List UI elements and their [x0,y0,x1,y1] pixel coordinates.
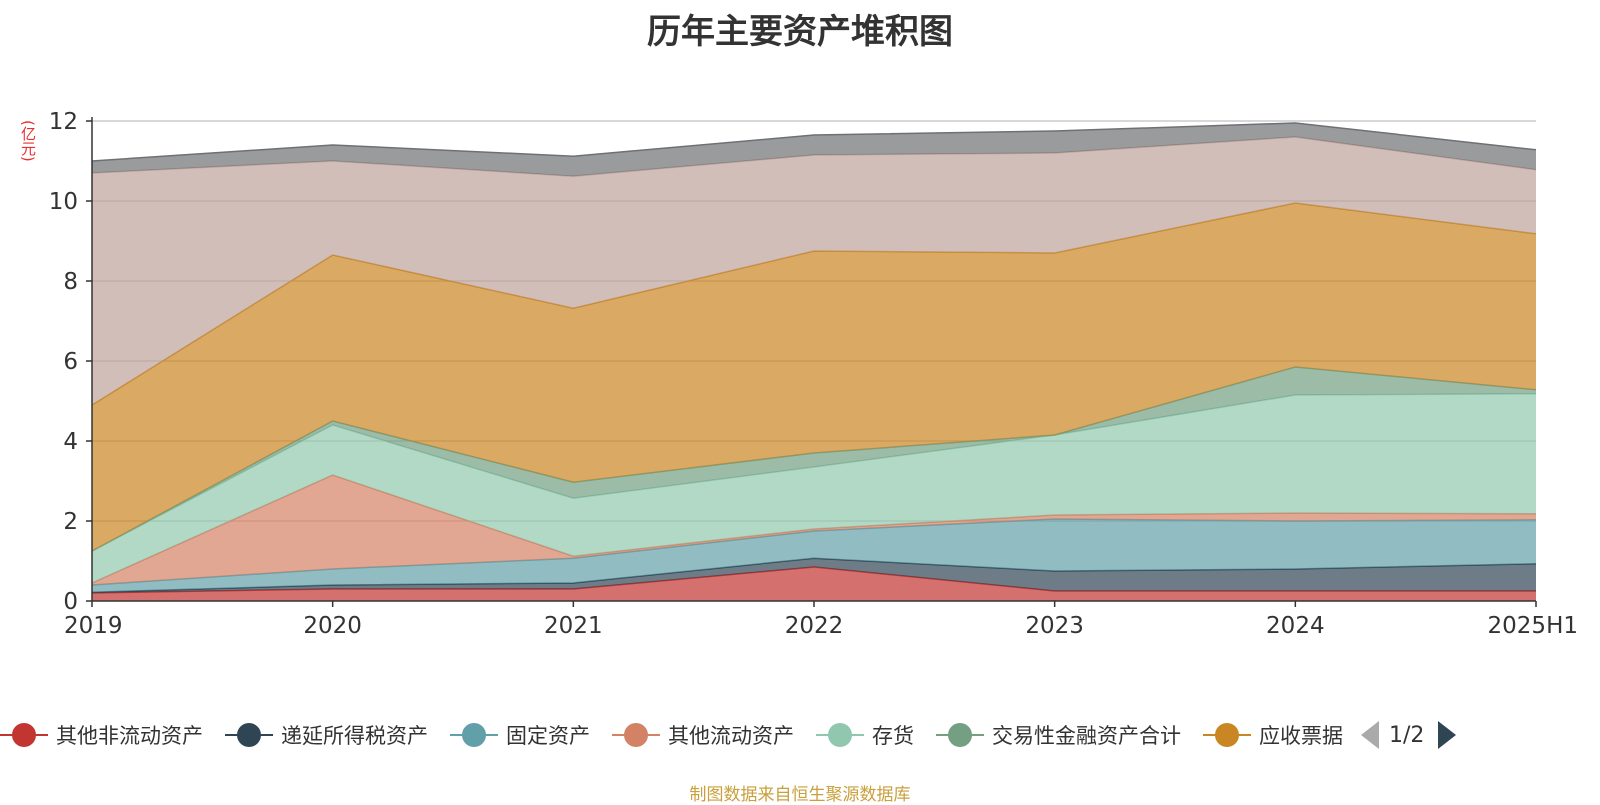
y-tick-label: 10 [49,189,78,215]
area-4[interactable] [92,475,1536,585]
legend-item-5[interactable]: 存货 [816,720,914,750]
legend-item-4[interactable]: 其他流动资产 [612,720,794,750]
x-tick-label: 2024 [1266,613,1325,639]
legend-circle-icon [936,723,984,747]
legend: 其他非流动资产 递延所得税资产 固定资产 其他流动资产 存货 交易性金融资产合计 应收票据 1… [0,718,1457,752]
triangle-left-icon[interactable] [1361,721,1379,749]
legend-circle-icon [225,723,273,747]
area-8[interactable] [92,137,1536,405]
legend-item-2[interactable]: 递延所得税资产 [225,720,428,750]
area-1[interactable] [92,567,1536,601]
legend-item-6[interactable]: 交易性金融资产合计 [936,720,1181,750]
x-tick-label: 2023 [1025,613,1084,639]
legend-label: 存货 [872,724,914,748]
legend-circle-icon [816,723,864,747]
area-6[interactable] [92,367,1536,551]
y-tick-label: 8 [63,269,78,295]
x-tick-label: 2019 [64,613,123,639]
area-3[interactable] [92,519,1536,593]
legend-circle-icon [1203,723,1251,747]
data-source-note: 制图数据来自恒生聚源数据库 [689,785,911,805]
chart-title: 历年主要资产堆积图 [647,12,953,52]
legend-label: 交易性金融资产合计 [992,724,1181,748]
legend-circle-icon [612,723,660,747]
triangle-right-icon[interactable] [1438,721,1457,749]
legend-label: 其他流动资产 [668,724,794,748]
area-7[interactable] [92,203,1536,551]
area-series [91,122,1537,601]
legend-label: 应收票据 [1259,724,1343,748]
series-line-9 [91,122,1537,162]
legend-circle-icon [0,723,48,747]
legend-label: 固定资产 [506,724,590,748]
legend-circle-icon [450,723,498,747]
y-axis-unit: (亿元) [19,120,37,162]
area-9[interactable] [92,123,1536,177]
stacked-area-chart: 0 2 4 6 8 10 12 2019 2020 2021 2022 2023 2024 2025H1 [49,109,1578,639]
area-5[interactable] [92,393,1536,583]
x-tick-label: 2021 [544,613,603,639]
legend-pager: 1/2 [1361,721,1457,749]
y-tick-label: 2 [63,509,78,535]
legend-item-3[interactable]: 固定资产 [450,720,590,750]
y-tick-label: 0 [63,589,78,615]
y-tick-label: 12 [49,109,78,135]
legend-label: 递延所得税资产 [281,724,428,748]
axes: 0 2 4 6 8 10 12 2019 2020 2021 2022 2023 2024 2025H1 [49,109,1578,639]
y-tick-label: 6 [63,349,78,375]
x-tick-label: 2022 [785,613,844,639]
legend-label: 其他非流动资产 [56,724,203,748]
legend-item-7[interactable]: 应收票据 [1203,720,1343,750]
x-tick-label: 2025H1 [1488,613,1578,639]
legend-page-indicator: 1/2 [1389,722,1425,748]
x-tick-label: 2020 [303,613,362,639]
y-tick-label: 4 [63,429,78,455]
legend-item-1[interactable]: 其他非流动资产 [0,720,203,750]
